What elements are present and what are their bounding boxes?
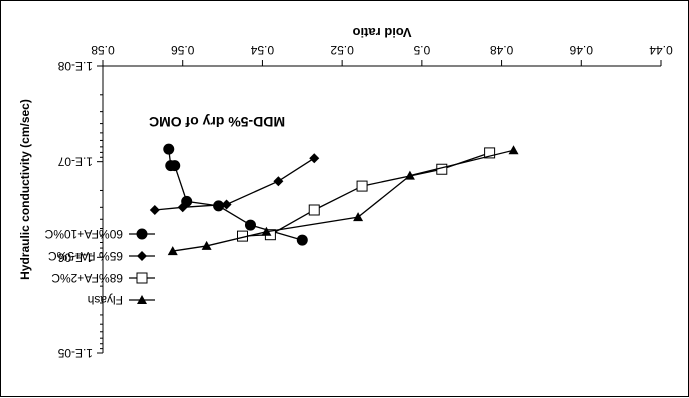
series-1 — [164, 144, 308, 245]
data-point — [166, 161, 176, 171]
legend-marker — [137, 229, 147, 239]
legend-label: 65% FA+5%C — [48, 249, 123, 263]
x-tick-label: 0.44 — [649, 43, 673, 57]
data-point — [150, 205, 160, 215]
x-axis-label: Void ratio — [352, 25, 411, 40]
data-point — [164, 144, 174, 154]
series-layer — [150, 144, 519, 255]
y-tick-label: 1.E-05 — [57, 346, 93, 360]
x-tick-label: 0.58 — [91, 43, 115, 57]
series-line — [169, 149, 303, 240]
legend-label: 68%FA+2%C — [51, 271, 123, 285]
data-point — [357, 181, 367, 191]
legend-item: 68%FA+2%C — [51, 271, 155, 285]
y-axis-label: Hydraulic conductivity (cm/sec) — [18, 99, 32, 280]
y-tick-label: 1.E-08 — [57, 59, 93, 73]
legend-label: 60%FA+10%C — [44, 227, 123, 241]
data-point — [214, 201, 224, 211]
legend-item: 65% FA+5%C — [48, 249, 155, 263]
legend-item: 60%FA+10%C — [44, 227, 155, 241]
data-point — [509, 145, 519, 154]
data-point — [309, 153, 319, 163]
chart-annotation: MDD-5% dry of OMC — [149, 114, 285, 130]
series-line — [173, 150, 514, 251]
legend-label: Flyash — [88, 293, 123, 307]
series-4 — [168, 145, 519, 255]
x-tick-label: 0.52 — [330, 43, 354, 57]
legend-item: Flyash — [88, 293, 155, 307]
data-point — [245, 220, 255, 230]
x-tick-label: 0.48 — [490, 43, 514, 57]
x-tick-label: 0.46 — [569, 43, 593, 57]
data-point — [353, 212, 363, 221]
legend: Flyash 68%FA+2%C 65% FA+5%C 60%FA+10%C — [44, 227, 155, 307]
legend-marker — [137, 251, 147, 261]
y-tick-label: 1.E-07 — [57, 155, 93, 169]
axes-layer: 0.44 0.46 0.48 0.5 0.52 0.54 0.56 0.58 1.E-08 1.E… — [57, 43, 672, 360]
legend-marker — [137, 273, 147, 283]
x-tick-label: 0.54 — [250, 43, 274, 57]
data-point — [309, 205, 319, 215]
data-point — [273, 176, 283, 186]
data-point — [297, 235, 307, 245]
x-tick-label: 0.56 — [171, 43, 195, 57]
x-tick-label: 0.5 — [413, 43, 430, 57]
series-3 — [238, 148, 495, 241]
